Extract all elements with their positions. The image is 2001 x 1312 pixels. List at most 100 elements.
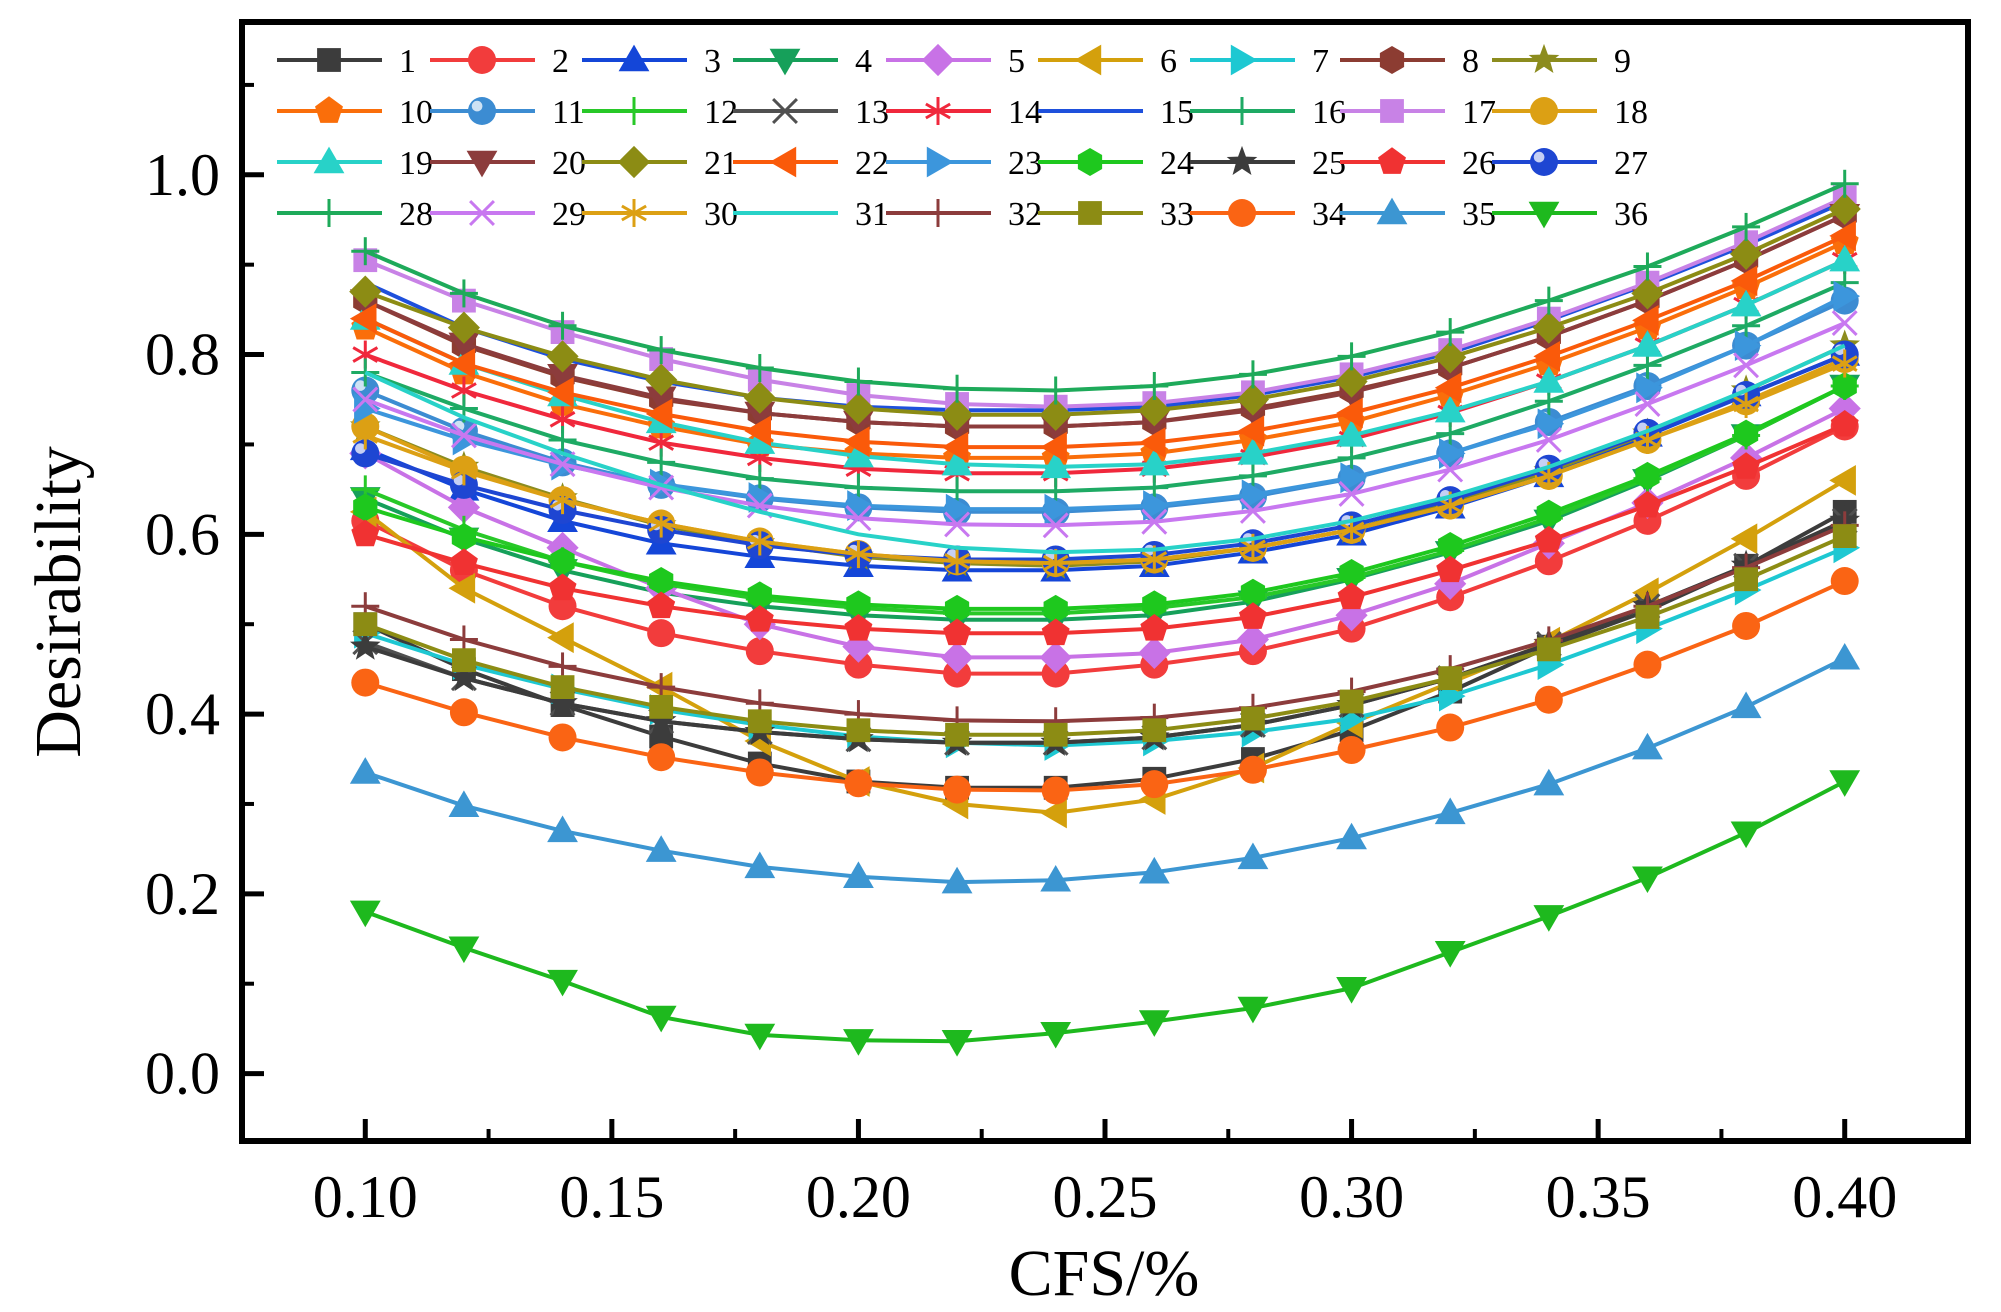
- x-tick-label: 0.15: [559, 1164, 664, 1230]
- data-point: [448, 572, 476, 604]
- data-point: [846, 590, 871, 619]
- data-point: [943, 374, 972, 403]
- data-point: [843, 861, 874, 888]
- data-point: [1437, 456, 1464, 483]
- legend-item: 22: [733, 145, 889, 182]
- data-point: [1733, 352, 1760, 379]
- data-point: [1829, 244, 1861, 272]
- data-point: [1237, 438, 1269, 465]
- data-point: [945, 722, 969, 747]
- data-point: [1138, 856, 1170, 884]
- data-point: [1730, 523, 1758, 555]
- data-point: [746, 527, 773, 556]
- legend-label: 30: [704, 196, 738, 233]
- data-point: [1039, 398, 1072, 431]
- data-point: [1436, 713, 1465, 742]
- data-point: [1040, 451, 1072, 479]
- series-30: [352, 349, 1858, 578]
- legend-label: 20: [552, 145, 586, 182]
- data-point: [550, 675, 575, 700]
- data-point: [845, 505, 872, 532]
- series-14: [352, 246, 1858, 488]
- data-point: [548, 573, 577, 601]
- legend-label: 8: [1462, 43, 1479, 80]
- series-line-20: [364, 213, 1846, 429]
- legend-label: 32: [1008, 196, 1042, 233]
- data-point: [1831, 310, 1858, 337]
- data-point: [1631, 277, 1664, 310]
- data-point: [547, 364, 578, 391]
- legend-marker: [1376, 197, 1408, 225]
- data-point: [549, 486, 576, 515]
- legend-marker: [1378, 147, 1406, 174]
- legend-marker: [1228, 97, 1256, 125]
- data-point: [1434, 395, 1466, 423]
- legend-label: 2: [552, 43, 569, 80]
- legend-label: 3: [704, 43, 721, 80]
- data-point: [1041, 659, 1070, 688]
- data-point: [945, 493, 973, 525]
- data-point: [648, 509, 675, 538]
- data-point: [353, 612, 378, 637]
- legend-label: 27: [1614, 145, 1648, 182]
- data-point: [1829, 464, 1856, 496]
- legend-item: 14: [886, 94, 1042, 131]
- data-point: [944, 547, 970, 576]
- series-line-24: [364, 384, 1846, 611]
- data-point: [451, 523, 477, 552]
- data-point: [745, 637, 774, 666]
- legend-marker: [315, 96, 343, 123]
- y-tick-label: 0.8: [145, 322, 220, 388]
- data-point: [1240, 578, 1266, 607]
- data-point: [1830, 567, 1859, 596]
- data-point: [1434, 797, 1466, 825]
- legend-label: 29: [552, 196, 586, 233]
- data-point: [1336, 420, 1367, 447]
- series-line-19: [364, 258, 1846, 469]
- data-point: [1138, 448, 1170, 476]
- legend-label: 35: [1462, 196, 1496, 233]
- data-point: [1633, 490, 1662, 518]
- series-line-21: [364, 207, 1846, 417]
- data-point: [1436, 318, 1465, 347]
- data-point: [1336, 397, 1363, 429]
- data-point: [1533, 340, 1561, 372]
- data-point: [649, 694, 674, 719]
- legend-label: 24: [1160, 145, 1194, 182]
- y-tick-label: 1.0: [145, 142, 220, 208]
- legend-item: 9: [1492, 43, 1631, 80]
- data-point: [645, 386, 677, 414]
- data-point: [649, 567, 674, 596]
- legend-marker: [468, 97, 496, 125]
- x-tick-label: 0.10: [313, 1164, 418, 1230]
- series-24: [353, 372, 1857, 623]
- data-point: [448, 936, 480, 964]
- y-tick-label: 0.4: [145, 681, 220, 747]
- series-line-22: [364, 234, 1846, 450]
- data-point: [354, 393, 381, 424]
- series-line-26: [364, 422, 1846, 636]
- data-point: [1434, 341, 1467, 374]
- data-point: [1141, 508, 1168, 535]
- legend-item: 29: [430, 196, 586, 233]
- x-tick-label: 0.30: [1299, 1164, 1404, 1230]
- legend-item: 30: [582, 196, 738, 233]
- data-point: [1041, 776, 1070, 805]
- series-10: [351, 227, 1859, 470]
- data-point: [1830, 409, 1859, 437]
- legend-marker: [1230, 44, 1258, 76]
- data-point: [1142, 718, 1167, 743]
- legend-item: 33: [1038, 196, 1194, 233]
- legend-label: 23: [1008, 145, 1042, 182]
- data-point: [1533, 905, 1565, 932]
- series-line-3: [364, 352, 1846, 573]
- data-point: [1236, 383, 1270, 416]
- series-line-2: [364, 424, 1846, 676]
- data-point: [744, 401, 776, 429]
- data-point: [1337, 736, 1366, 765]
- data-point: [843, 440, 874, 468]
- data-point: [842, 630, 875, 663]
- data-point: [940, 398, 974, 431]
- legend-label: 6: [1160, 43, 1177, 80]
